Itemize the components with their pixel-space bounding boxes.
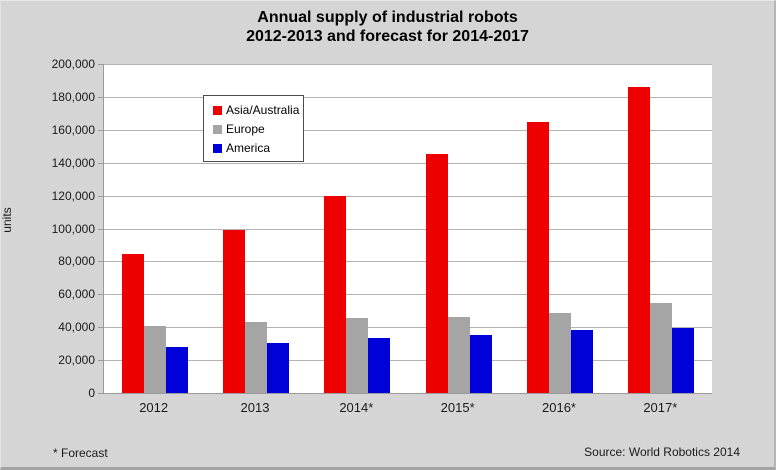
legend-swatch-icon: [213, 124, 222, 134]
legend-item-america: America: [213, 141, 295, 155]
y-tick-label: 200,000: [51, 57, 95, 71]
x-tick-label-2017-: 2017*: [643, 400, 678, 415]
x-tick-label-2015-: 2015*: [440, 400, 475, 415]
bar-america-2016-: [571, 330, 593, 393]
y-tick-mark: [98, 261, 103, 263]
gridline: [104, 96, 712, 98]
bar-asia-australia-2014-: [324, 195, 347, 393]
forecast-footnote: * Forecast: [53, 446, 108, 460]
y-tick-label: 180,000: [51, 89, 95, 104]
bar-america-2013: [267, 343, 289, 393]
bar-asia-australia-2016-: [527, 121, 549, 393]
y-tick-mark: [98, 327, 103, 329]
y-tick-label: 40,000: [58, 320, 95, 335]
gridline: [104, 64, 712, 65]
bar-asia-australia-2012: [121, 253, 144, 393]
x-tick-label-2014-: 2014*: [339, 400, 374, 415]
y-tick-label: 120,000: [51, 188, 95, 203]
y-tick-label: 60,000: [58, 287, 95, 302]
y-tick-mark: [98, 162, 103, 164]
y-tick-mark: [98, 64, 103, 65]
chart-title: Annual supply of industrial robots 2012-…: [1, 8, 774, 46]
x-tick-label-2012: 2012: [139, 400, 169, 415]
gridline: [104, 228, 712, 230]
chart-title-line-2: 2012-2013 and forecast for 2014-2017: [246, 28, 529, 45]
source-credit: Source: World Robotics 2014: [584, 445, 740, 459]
bar-america-2014-: [368, 337, 391, 393]
x-tick-label-2016-: 2016*: [542, 400, 576, 415]
y-tick-mark: [98, 96, 103, 98]
bar-asia-australia-2017-: [628, 87, 651, 393]
bar-america-2015-: [469, 335, 492, 393]
bar-america-2012: [165, 346, 188, 393]
bar-europe-2013: [245, 322, 267, 393]
legend: Asia/Australia Europe America: [203, 95, 304, 162]
plot-area: [103, 64, 712, 394]
chart-title-line-1: Annual supply of industrial robots: [257, 9, 518, 26]
bar-europe-2015-: [447, 316, 470, 393]
y-tick-mark: [98, 129, 103, 131]
legend-label: Asia/Australia: [226, 103, 300, 117]
y-tick-mark: [98, 195, 103, 197]
y-tick-label: 140,000: [51, 155, 95, 170]
y-axis-title: units: [0, 207, 14, 233]
y-tick-mark: [98, 228, 103, 230]
y-tick-mark: [98, 393, 103, 394]
legend-item-europe: Europe: [213, 122, 295, 136]
bar-europe-2017-: [650, 303, 673, 393]
bar-europe-2012: [143, 325, 166, 393]
bar-europe-2016-: [549, 313, 571, 393]
bar-america-2017-: [672, 328, 695, 393]
bar-asia-australia-2013: [223, 230, 245, 393]
y-tick-mark: [98, 294, 103, 296]
gridline: [104, 129, 712, 131]
y-tick-label: 0: [88, 386, 95, 400]
y-tick-label: 20,000: [58, 353, 95, 368]
legend-label: America: [226, 141, 271, 155]
y-tick-label: 80,000: [58, 254, 95, 269]
gridline: [104, 261, 712, 263]
gridline: [104, 327, 712, 329]
gridline: [104, 162, 712, 164]
y-tick-mark: [98, 360, 103, 362]
gridline: [104, 360, 712, 362]
gridline: [104, 195, 712, 197]
bar-europe-2014-: [346, 318, 369, 393]
y-tick-label: 160,000: [51, 122, 95, 137]
x-tick-label-2013: 2013: [240, 400, 270, 415]
legend-item-asia-australia: Asia/Australia: [213, 103, 299, 117]
legend-swatch-icon: [213, 143, 222, 153]
gridline: [104, 294, 712, 296]
legend-label: Europe: [226, 122, 265, 136]
legend-swatch-icon: [213, 105, 222, 115]
y-tick-label: 100,000: [51, 221, 95, 236]
bar-asia-australia-2015-: [425, 154, 448, 393]
